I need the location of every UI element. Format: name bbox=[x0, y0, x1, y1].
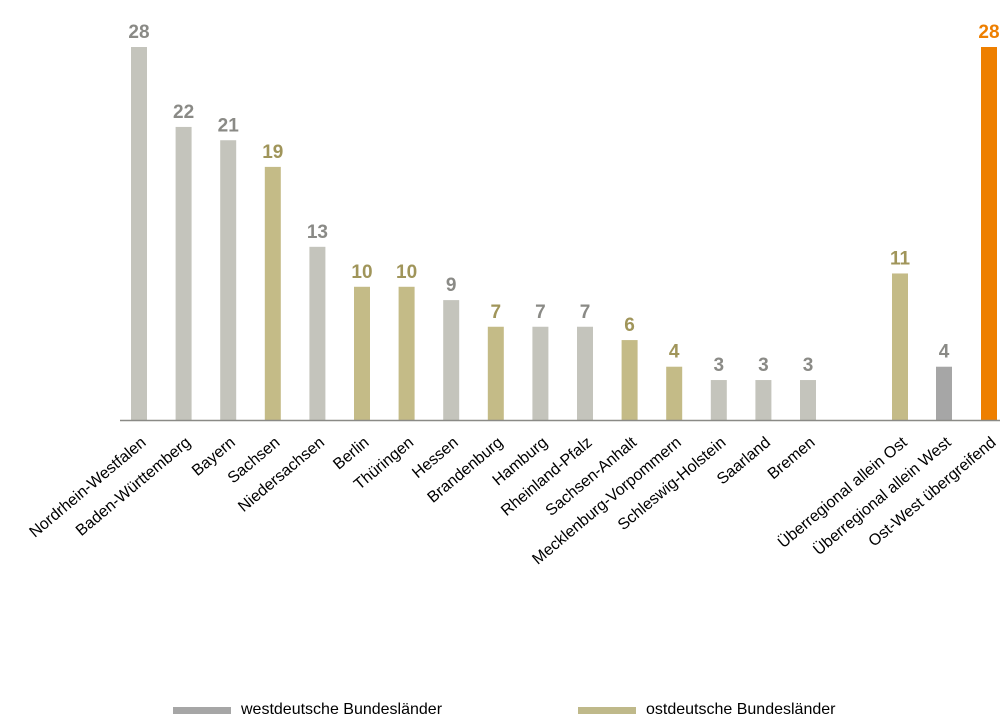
value-label-16: 11 bbox=[890, 248, 911, 269]
bar-9 bbox=[532, 326, 549, 420]
legend-label-ost: ostdeutsche Bundesländer bbox=[646, 701, 836, 718]
value-label-10: 7 bbox=[580, 302, 591, 323]
value-label-0: 28 bbox=[128, 22, 149, 43]
bar-13 bbox=[710, 380, 727, 420]
category-label-15: Bremen bbox=[765, 434, 819, 483]
legend-label-west: westdeutsche Bundesländer bbox=[241, 701, 443, 718]
value-label-6: 10 bbox=[396, 262, 417, 283]
bar-2 bbox=[220, 140, 237, 420]
value-label-3: 19 bbox=[262, 142, 283, 163]
value-label-4: 13 bbox=[307, 222, 328, 243]
value-label-8: 7 bbox=[491, 302, 502, 323]
bars-group bbox=[131, 47, 997, 420]
legend-swatch-ost bbox=[578, 706, 636, 714]
bar-6 bbox=[398, 286, 415, 420]
value-label-17: 4 bbox=[939, 342, 950, 363]
bar-17 bbox=[936, 366, 952, 420]
value-label-14: 3 bbox=[758, 355, 769, 376]
value-labels-group: 28 22 21 19 13 10 10 9 7 7 7 6 4 3 3 3 11 4 28 bbox=[128, 22, 999, 376]
value-label-15: 3 bbox=[803, 355, 814, 376]
bar-8 bbox=[487, 326, 504, 420]
bar-0 bbox=[131, 47, 147, 420]
bar-15 bbox=[800, 380, 816, 420]
value-label-9: 7 bbox=[535, 302, 546, 323]
bar-10 bbox=[577, 326, 593, 420]
bar-3 bbox=[264, 166, 281, 420]
value-label-7: 9 bbox=[446, 275, 457, 296]
legend-item-ost: ostdeutsche Bundesländer bbox=[578, 700, 835, 720]
bar-16 bbox=[892, 273, 908, 420]
legend-item-west: westdeutsche Bundesländer bbox=[173, 700, 442, 720]
value-label-11: 6 bbox=[624, 315, 635, 336]
bar-5 bbox=[354, 286, 370, 420]
value-label-1: 22 bbox=[173, 102, 194, 123]
value-label-12: 4 bbox=[669, 342, 680, 363]
bar-14 bbox=[755, 380, 772, 420]
bar-7 bbox=[443, 300, 460, 420]
bar-4 bbox=[309, 246, 326, 420]
bar-12 bbox=[666, 366, 683, 420]
value-label-5: 10 bbox=[351, 262, 372, 283]
value-label-2: 21 bbox=[218, 115, 240, 136]
bar-1 bbox=[175, 126, 192, 420]
value-label-13: 3 bbox=[714, 355, 725, 376]
bar-11 bbox=[621, 340, 638, 420]
legend-swatch-west bbox=[173, 706, 231, 714]
value-label-18: 28 bbox=[978, 22, 999, 43]
category-labels-group: Nordrhein-WestfalenBaden-WürttembergBaye… bbox=[26, 433, 999, 568]
bar-18 bbox=[981, 47, 997, 420]
